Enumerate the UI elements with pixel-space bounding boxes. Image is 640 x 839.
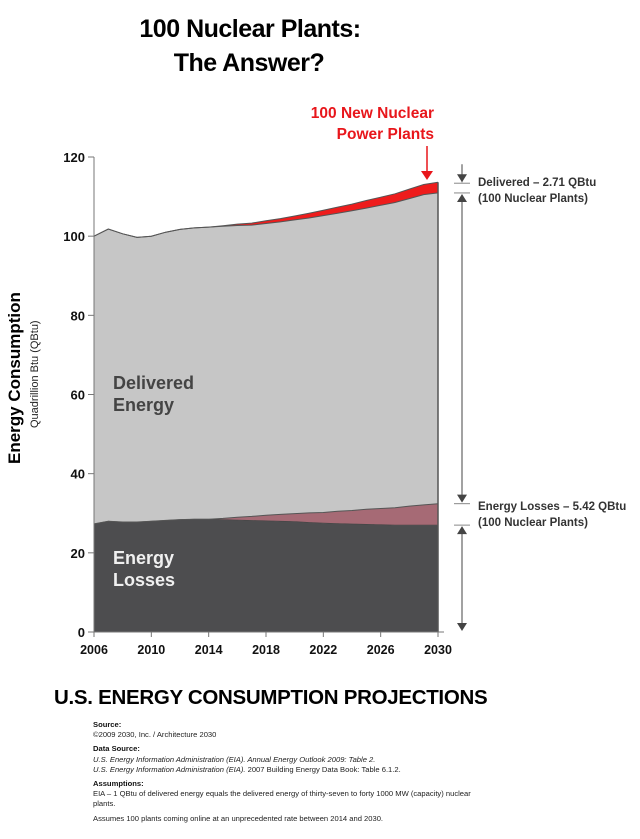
energy-losses-label-line-2: Losses (113, 570, 176, 590)
x-tick-label-2014: 2014 (195, 643, 223, 657)
nuclear-plants-annotation: 100 New Nuclear Power Plants (250, 103, 434, 145)
x-tick-label-2018: 2018 (252, 643, 280, 657)
y-tick-label-40: 40 (71, 467, 85, 482)
energy-losses-label-line-1: Energy (113, 548, 175, 568)
source-heading: Source: (93, 720, 122, 729)
delivered-total-line (93, 181, 439, 238)
delivered-energy-label: Delivered Energy (113, 372, 194, 416)
data-source-2-italic: U.S. Energy Information Administration (… (93, 764, 246, 774)
data-source-note: Data Source: U.S. Energy Information Adm… (93, 744, 493, 775)
delivered-dim-up-arrow (457, 193, 467, 202)
data-source-1: U.S. Energy Information Administration (… (93, 754, 376, 764)
delivered-dimension-line-2: (100 Nuclear Plants) (478, 193, 588, 205)
nuclear-annotation-line-1: 100 New Nuclear (310, 105, 434, 122)
area-energy-losses-100-nuclear-plants (94, 503, 438, 526)
losses-total-line (93, 503, 439, 525)
source-text: ©2009 2030, Inc. / Architecture 2030 (93, 730, 217, 740)
axis-base-down-arrow (457, 623, 467, 631)
assumption-2: Assumes 100 plants coming online at an u… (93, 813, 384, 823)
chart-title-line-2: The Answer? (173, 49, 325, 77)
nuclear-arrow-head (421, 171, 433, 180)
x-tick-label-2026: 2026 (367, 643, 395, 657)
losses-dimension-line-2: (100 Nuclear Plants) (478, 517, 588, 529)
x-tick-label-2010: 2010 (137, 643, 165, 657)
losses-dimension-label: Energy Losses – 5.42 QBtu (100 Nuclear P… (478, 499, 626, 531)
losses-dimension-line-1: Energy Losses – 5.42 QBtu (478, 501, 627, 513)
chart-title-line-1: 100 Nuclear Plants: (139, 15, 361, 43)
y-tick-label-20: 20 (71, 546, 85, 561)
source-note: Source: ©2009 2030, Inc. / Architecture … (93, 720, 493, 740)
area-energy-losses (94, 519, 438, 632)
area-delivered-energy (94, 192, 438, 524)
losses-dim-down-arrow (457, 494, 467, 503)
assumptions-heading: Assumptions: (93, 779, 144, 789)
y-tick-label-100: 100 (63, 229, 85, 244)
y-tick-label-80: 80 (71, 308, 85, 323)
data-source-heading: Data Source: (93, 744, 140, 754)
data-source-2-rest: 2007 Building Energy Data Book: Table 6.… (245, 764, 401, 774)
losses-dim-up-arrow (457, 526, 467, 535)
delivered-dimension-label: Delivered – 2.71 QBtu (100 Nuclear Plant… (478, 175, 596, 207)
axes-group: 0 20 40 60 80 100 120 2006 2010 2014 2018 2022 2026 2… (63, 150, 452, 657)
energy-losses-label: Energy Losses (113, 547, 175, 591)
delivered-energy-label-line-2: Energy (113, 395, 175, 415)
y-tick-label-120: 120 (63, 150, 85, 165)
x-tick-label-2022: 2022 (309, 643, 337, 657)
y-tick-label-60: 60 (71, 388, 85, 403)
dimension-annotations-group (421, 146, 470, 631)
section-title: U.S. ENERGY CONSUMPTION PROJECTIONS (54, 686, 488, 709)
x-tick-label-2030: 2030 (424, 643, 452, 657)
assumption-1: EIA – 1 QBtu of delivered energy equals … (93, 789, 471, 809)
delivered-energy-label-line-1: Delivered (113, 373, 195, 393)
y-tick-label-0: 0 (78, 625, 85, 640)
x-tick-label-2006: 2006 (80, 643, 108, 657)
delivered-dimension-line-1: Delivered – 2.71 QBtu (478, 177, 597, 189)
delivered-dim-down-arrow (457, 174, 467, 183)
nuclear-annotation-line-2: Power Plants (336, 126, 434, 143)
footnotes: Source: ©2009 2030, Inc. / Architecture … (93, 720, 493, 824)
area-series-group (93, 181, 439, 632)
chart-area: 0 20 40 60 80 100 120 2006 2010 2014 2018 2022 2026 2… (63, 146, 470, 657)
assumptions-note: Assumptions: EIA – 1 QBtu of delivered e… (93, 779, 493, 810)
